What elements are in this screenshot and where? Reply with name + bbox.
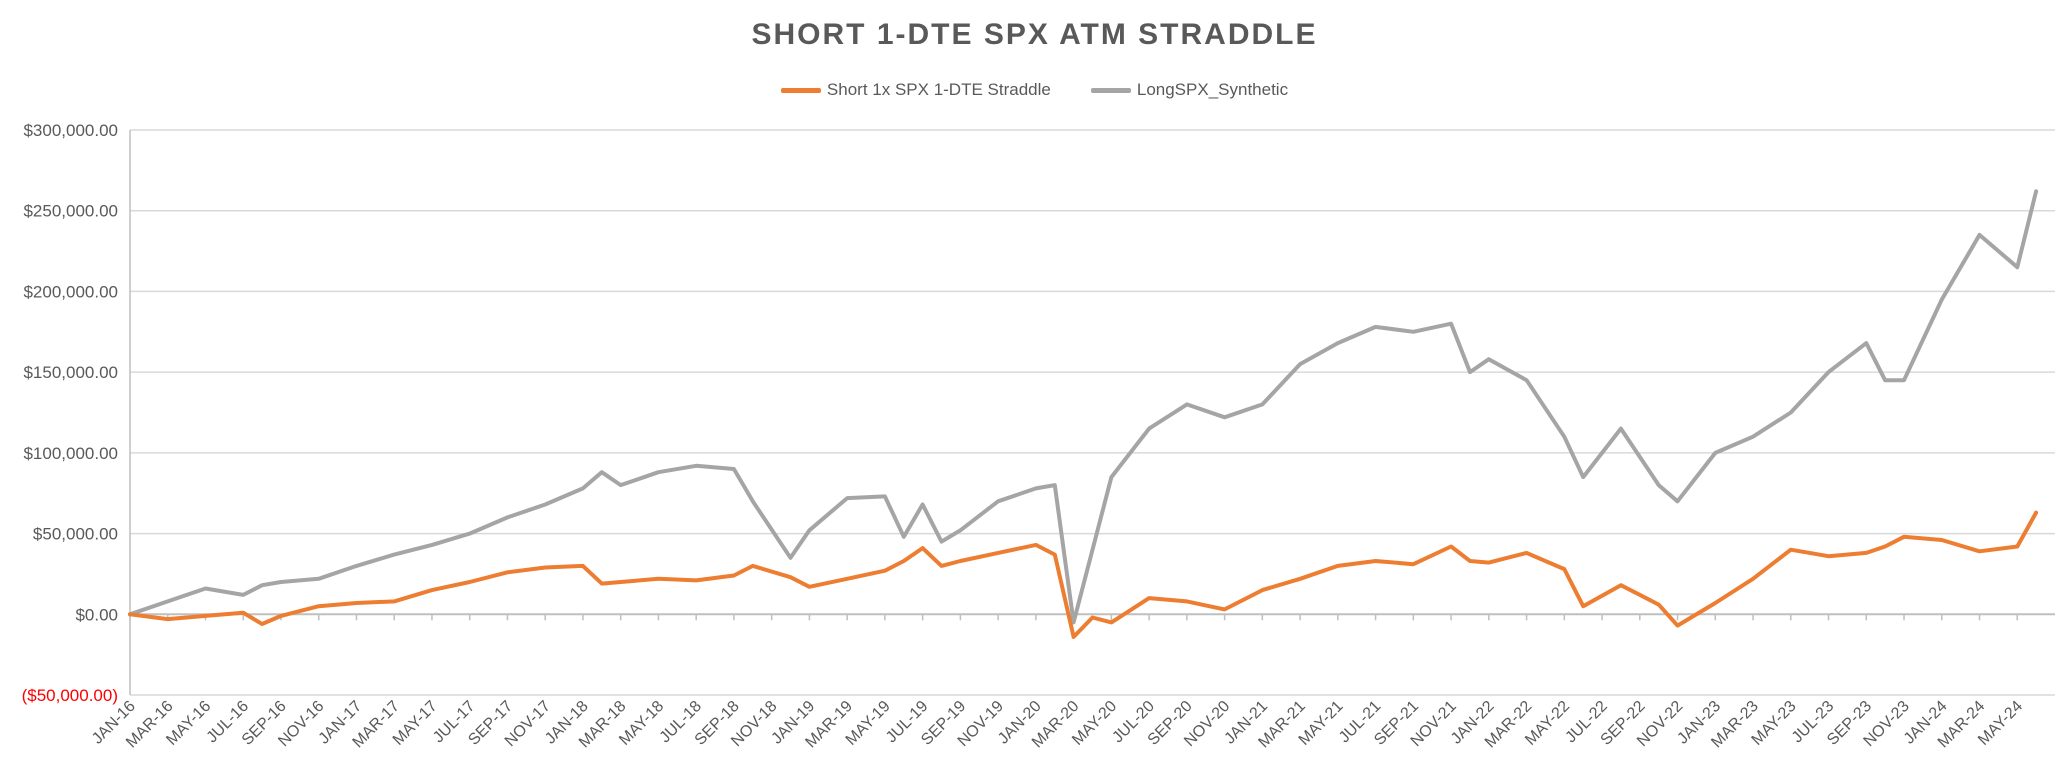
y-tick-label: $100,000.00: [23, 444, 118, 463]
legend-label-straddle: Short 1x SPX 1-DTE Straddle: [826, 80, 1051, 99]
legend-item-straddle: Short 1x SPX 1-DTE Straddle: [780, 80, 1051, 100]
legend-item-long-spx: LongSPX_Synthetic: [1090, 80, 1289, 100]
y-tick-label: $250,000.00: [23, 202, 118, 221]
y-tick-label: $0.00: [75, 605, 118, 624]
y-tick-label: $300,000.00: [23, 121, 118, 140]
legend-swatch-long-spx: [1090, 87, 1131, 93]
y-tick-label: $200,000.00: [23, 282, 118, 301]
y-tick-label: $50,000.00: [33, 525, 118, 544]
series-line-straddle: [128, 510, 2039, 639]
chart-title: SHORT 1-DTE SPX ATM STRADDLE: [751, 18, 1318, 51]
series-line-long-spx: [128, 189, 2039, 625]
legend-swatch-straddle: [780, 87, 821, 93]
y-tick-label: $150,000.00: [23, 363, 118, 382]
legend: Short 1x SPX 1-DTE Straddle LongSPX_Synt…: [0, 80, 2069, 100]
y-tick-label: ($50,000.00): [22, 686, 118, 705]
legend-label-long-spx: LongSPX_Synthetic: [1136, 80, 1289, 99]
